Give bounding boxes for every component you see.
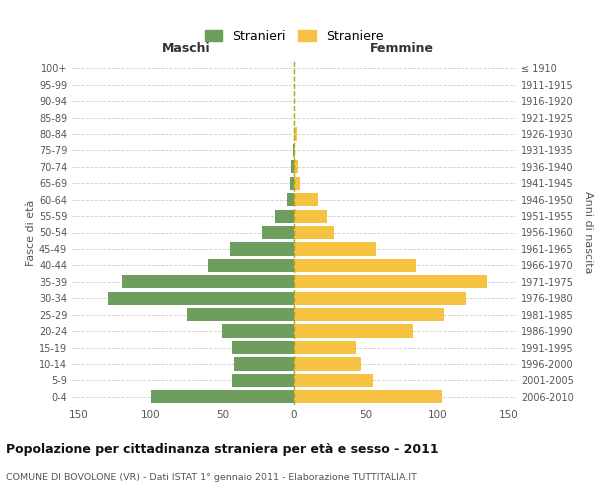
Bar: [294, 374, 373, 387]
Text: Maschi: Maschi: [162, 42, 211, 55]
Bar: [294, 128, 297, 140]
Bar: [294, 390, 442, 404]
Bar: [208, 259, 294, 272]
Text: Popolazione per cittadinanza straniera per età e sesso - 2011: Popolazione per cittadinanza straniera p…: [6, 442, 439, 456]
Bar: [294, 275, 487, 288]
Y-axis label: Anni di nascita: Anni di nascita: [583, 191, 593, 274]
Bar: [223, 324, 294, 338]
Bar: [294, 144, 295, 157]
Bar: [230, 242, 294, 256]
Bar: [294, 242, 376, 256]
Bar: [262, 226, 294, 239]
Bar: [232, 374, 294, 387]
Bar: [108, 292, 294, 305]
Y-axis label: Fasce di età: Fasce di età: [26, 200, 36, 266]
Bar: [232, 341, 294, 354]
Bar: [151, 390, 294, 404]
Text: Femmine: Femmine: [370, 42, 433, 55]
Bar: [122, 275, 294, 288]
Bar: [293, 144, 294, 157]
Bar: [187, 308, 294, 321]
Bar: [294, 308, 445, 321]
Bar: [294, 210, 327, 222]
Bar: [291, 160, 294, 173]
Bar: [294, 324, 413, 338]
Bar: [294, 160, 298, 173]
Bar: [290, 176, 294, 190]
Bar: [294, 358, 361, 370]
Bar: [294, 341, 356, 354]
Bar: [294, 226, 334, 239]
Bar: [234, 358, 294, 370]
Bar: [294, 176, 300, 190]
Bar: [294, 292, 466, 305]
Legend: Stranieri, Straniere: Stranieri, Straniere: [200, 25, 388, 48]
Bar: [294, 193, 319, 206]
Text: COMUNE DI BOVOLONE (VR) - Dati ISTAT 1° gennaio 2011 - Elaborazione TUTTITALIA.I: COMUNE DI BOVOLONE (VR) - Dati ISTAT 1° …: [6, 472, 417, 482]
Bar: [275, 210, 294, 222]
Bar: [287, 193, 294, 206]
Bar: [294, 259, 416, 272]
